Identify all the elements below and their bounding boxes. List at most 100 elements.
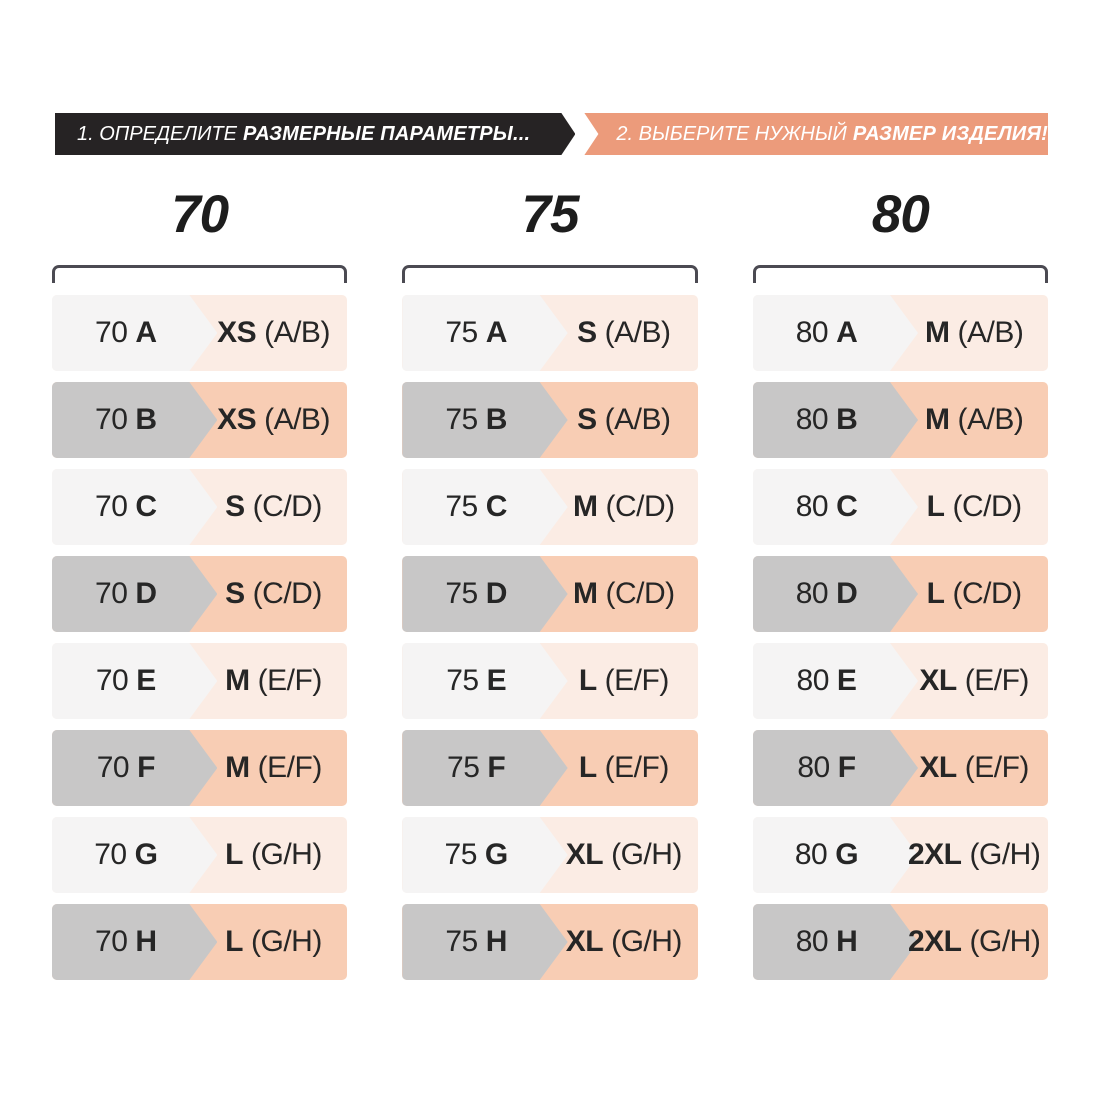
cup-letter: A (135, 316, 157, 349)
cup-letter: F (137, 751, 155, 784)
size-row: 75 F L (E/F) (402, 730, 698, 806)
band-cup-cell: 70 B (52, 382, 200, 458)
garment-size-cell: S (C/D) (200, 556, 348, 632)
size-value: M (225, 751, 250, 784)
cup-range: (A/B) (264, 403, 330, 436)
garment-size-cell: XL (G/H) (550, 817, 698, 893)
cup-range: (C/D) (605, 490, 676, 523)
cup-range: (G/H) (251, 838, 322, 871)
band-cup-cell: 80 D (753, 556, 901, 632)
size-row: 70 C S (C/D) (52, 469, 348, 545)
garment-size-cell: XS (A/B) (200, 295, 348, 371)
band-arrow-shape (753, 382, 918, 458)
size-value: M (573, 490, 598, 523)
band-arrow-shape (52, 643, 217, 719)
column-header: 75 (521, 185, 580, 244)
step2-prefix: 2. ВЫБЕРИТЕ НУЖНЫЙ (616, 122, 847, 145)
band-cup-cell: 75 E (402, 643, 550, 719)
cup-range: (A/B) (604, 403, 671, 436)
band-arrow-shape (402, 556, 567, 632)
garment-size-cell: XL (E/F) (900, 643, 1048, 719)
size-value: XL (919, 664, 957, 697)
band-cup-cell: 70 E (52, 643, 200, 719)
cup-letter: E (136, 664, 156, 697)
garment-size-cell: L (E/F) (550, 730, 698, 806)
column-rows: 75 A S (A/B) 75 B S (A/B) 75 C M (C/D) 75 D M (C/D) … (402, 295, 698, 980)
band-value: 80 (795, 925, 829, 958)
band-value: 75 (447, 751, 480, 784)
band-arrow-shape (753, 295, 918, 371)
size-row: 75 C M (C/D) (402, 469, 698, 545)
cup-letter: G (134, 838, 158, 871)
garment-size-cell: M (A/B) (900, 382, 1048, 458)
band-value: 80 (797, 751, 830, 784)
band-value: 75 (445, 925, 478, 958)
band-value: 70 (94, 838, 127, 871)
cup-range: (G/H) (969, 838, 1041, 871)
size-row: 80 A M (A/B) (752, 295, 1048, 371)
garment-size-cell: XS (A/B) (200, 382, 348, 458)
band-value: 70 (95, 664, 129, 697)
garment-size-cell: M (C/D) (550, 469, 698, 545)
garment-size-cell: L (G/H) (200, 904, 348, 980)
cup-letter: D (135, 577, 157, 610)
band-cup-cell: 75 F (402, 730, 550, 806)
garment-size-cell: 2XL (G/H) (900, 904, 1048, 980)
size-row: 75 B S (A/B) (402, 382, 698, 458)
size-value: S (225, 490, 245, 523)
band-arrow-shape (402, 295, 567, 371)
size-value: M (924, 316, 950, 349)
size-row: 70 A XS (A/B) (52, 295, 348, 371)
cup-range: (G/H) (611, 838, 682, 871)
band-value: 80 (796, 664, 830, 697)
band-cup-cell: 75 B (402, 382, 550, 458)
size-value: S (225, 577, 245, 610)
garment-size-cell: L (E/F) (550, 643, 698, 719)
size-row: 75 G XL (G/H) (402, 817, 698, 893)
size-value: M (225, 664, 250, 697)
band-value: 80 (795, 403, 829, 436)
band-arrow-shape (52, 556, 217, 632)
size-columns: 70 70 A XS (A/B) 70 B XS (A/B) 70 C S (C/D) 70 D S(… (52, 183, 1048, 980)
column-75: 75 75 A S (A/B) 75 B S (A/B) 75 C M (C/D) 75 D M (C/… (402, 183, 698, 980)
step2-emphasis: РАЗМЕР ИЗДЕЛИЯ! (852, 122, 1048, 145)
size-value: XS (217, 403, 257, 436)
size-row: 80 G 2XL (G/H) (752, 817, 1048, 893)
garment-size-cell: XL (E/F) (900, 730, 1048, 806)
band-arrow-shape (753, 730, 918, 806)
cup-letter: B (135, 403, 157, 436)
cup-range: (E/F) (257, 664, 323, 697)
size-row: 80 F XL (E/F) (752, 730, 1048, 806)
column-rows: 80 A M (A/B) 80 B M (A/B) 80 C L (C/D) 80 D L (C/D) … (752, 295, 1048, 980)
size-value: M (573, 577, 598, 610)
garment-size-cell: M (A/B) (900, 295, 1048, 371)
size-value: M (924, 403, 950, 436)
band-cup-cell: 80 G (753, 817, 901, 893)
size-row: 70 E M (E/F) (52, 643, 348, 719)
band-arrow-shape (402, 730, 567, 806)
garment-size-cell: 2XL (G/H) (900, 817, 1048, 893)
band-arrow-shape (402, 904, 567, 980)
step1-banner: 1. ОПРЕДЕЛИТЕ РАЗМЕРНЫЕ ПАРАМЕТРЫ... (55, 113, 575, 155)
band-cup-cell: 75 C (402, 469, 550, 545)
size-row: 75 A S (A/B) (402, 295, 698, 371)
size-value: XL (565, 925, 604, 958)
cup-range: (E/F) (604, 751, 670, 784)
band-arrow-shape (52, 382, 217, 458)
step1-prefix: 1. ОПРЕДЕЛИТЕ (77, 122, 237, 145)
band-arrow-shape (402, 643, 567, 719)
size-row: 80 D L (C/D) (752, 556, 1048, 632)
garment-size-cell: M (E/F) (200, 730, 348, 806)
size-row: 80 E XL (E/F) (752, 643, 1048, 719)
steps-banner: 1. ОПРЕДЕЛИТЕ РАЗМЕРНЫЕ ПАРАМЕТРЫ... 2. … (55, 113, 1048, 155)
band-cup-cell: 75 D (402, 556, 550, 632)
cup-letter: B (485, 403, 508, 436)
cup-range: (E/F) (604, 664, 670, 697)
band-value: 75 (445, 577, 478, 610)
column-bracket (402, 265, 698, 283)
garment-size-cell: S (A/B) (550, 295, 698, 371)
band-cup-cell: 70 A (52, 295, 200, 371)
band-cup-cell: 80 H (753, 904, 901, 980)
size-value: XL (919, 751, 957, 784)
